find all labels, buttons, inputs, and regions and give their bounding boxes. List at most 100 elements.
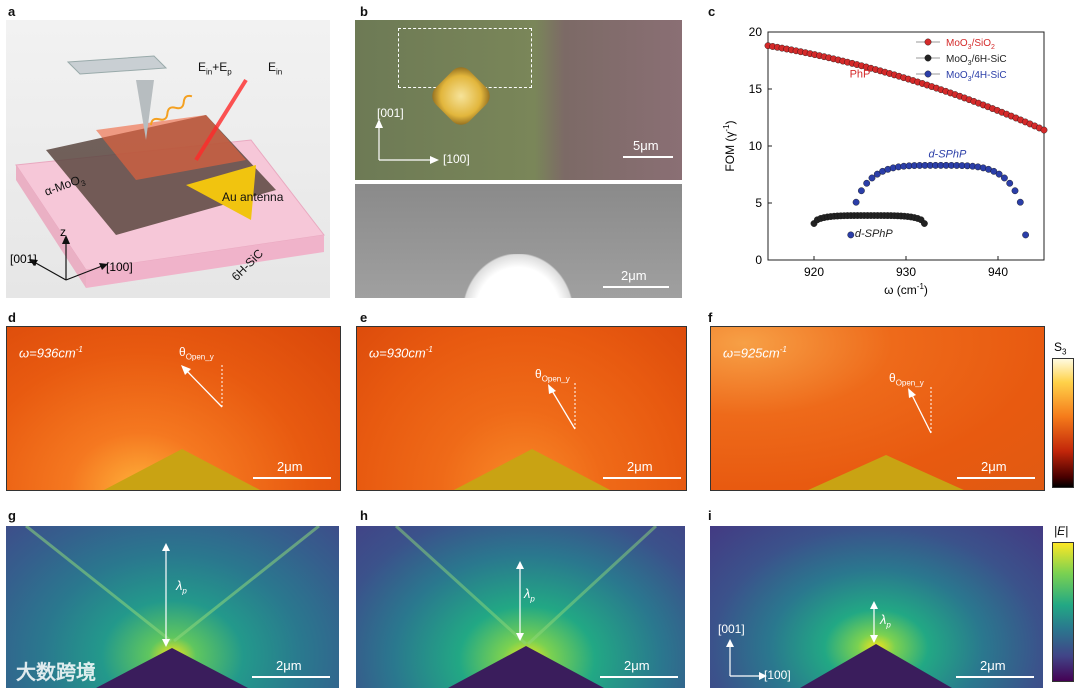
legend-marker-2 [924,54,932,62]
ein-e: E [268,60,277,74]
ein-sub: in [276,67,283,77]
s3-text: S [1054,340,1063,354]
field-lines-g [25,526,320,688]
y-axis-label-close: ) [723,120,737,124]
y-tick-label: 10 [749,139,763,153]
x-axis-label-exp: -1 [917,282,925,291]
label-ein-ep: Ein+Ep [198,60,232,76]
sem-image: 2μm [355,184,682,298]
panel-label-b: b [360,4,368,19]
data-point-3 [868,174,876,182]
optical-image: [001] [100] 5μm [355,20,682,180]
scalebar-i [956,676,1034,678]
legend-marker-1 [924,38,932,46]
field-axis-100: [100] [764,668,791,682]
scalebar-sem [603,286,669,288]
scalebar-g [252,676,330,678]
data-point-3 [1001,174,1008,182]
ein-ep-plus: +E [212,60,228,74]
axis-001: [001] [10,252,37,266]
scalebar-d [253,477,331,479]
scalebar-f-text: 2μm [981,459,1007,474]
annotation-2: d-SPhP [928,148,967,160]
panel-label-i: i [708,508,712,523]
data-point-3 [873,170,881,178]
scalebar-e [603,477,681,479]
schematic-drawing [15,55,325,288]
theta-e: θ [535,367,542,381]
legend-mid: /6H-SiC [972,54,1007,65]
theta-sub-f: Open_y [895,378,924,388]
data-point-3 [1011,187,1019,195]
optical-axis-100: [100] [443,152,470,166]
omega-label-d: ω=936cm-1 [19,345,83,360]
scalebar-sem-text: 2μm [621,268,647,283]
theta-label-e: θOpen_y [535,367,570,383]
lambda-sub-g: p [182,586,187,596]
data-point-3 [863,179,871,187]
data-point-1 [1040,126,1048,134]
field-lines-h [394,526,658,688]
omega-e: ω=930cm [369,345,426,361]
y-tick-label: 15 [749,82,763,96]
e-label: |E| [1054,524,1069,538]
panel-label-d: d [8,310,16,325]
scalebar-d-text: 2μm [277,459,303,474]
data-point-3 [995,170,1003,178]
data-point-3 [1006,179,1014,187]
plot-frame [767,31,1045,261]
x-axis-label-close: ) [924,283,928,297]
y-axis-label: FOM (γ-1) [722,120,737,171]
field-map-i: λp [001] [100] 2μm [710,526,1043,688]
data-point-3 [852,198,860,206]
lambda-label-i: λp [880,612,891,630]
theta-sub-d: Open_y [185,352,214,362]
omega-label-f: ω=925cm-1 [723,345,787,360]
data-point-3 [857,187,865,195]
field-map-h: λp 2μm [356,526,685,688]
lambda-label-g: λp [176,578,187,596]
y-tick-label: 0 [755,253,762,267]
panel-label-e: e [360,310,368,325]
fom-chart: 920 930 940 0 5 10 15 20 ω (cm-1) FOM (γ-1) PhP d-S… [722,25,1048,297]
x-axis-label: ω (cm-1) [884,282,928,297]
legend-marker-3 [924,70,932,78]
antenna-d [102,449,262,490]
lambda-g: λ [176,578,183,593]
label-ein: Ein [268,60,282,76]
y-axis-label-exp: -1 [722,124,731,132]
omega-exp-f: -1 [779,345,787,354]
annotation-1: PhP [850,69,871,81]
s3-label: S3 [1054,340,1066,356]
omega-f: ω=925cm [723,345,780,361]
lambda-sub-h: p [530,594,535,604]
watermark: 大数跨境 [16,662,96,684]
scalebar-5um [623,156,673,158]
y-tick-label: 5 [755,196,762,210]
legend-text-1: MoO3/SiO2 [946,38,995,51]
theta-sub-e: Open_y [541,374,570,384]
legend-mid: /SiO [972,38,992,49]
omega-label-e: ω=930cm-1 [369,345,433,360]
x-tick-label: 920 [804,265,824,279]
scalebar-h [600,676,678,678]
panel-label-c: c [708,4,716,19]
scalebar-e-text: 2μm [627,459,653,474]
schematic-panel: Ein+Ep Ein α-MoO3 Au antenna 6H-SiC z [0… [6,20,330,298]
legend-sub2: 2 [991,44,995,51]
field-map-g: λp 2μm [6,526,339,688]
axes-icon [29,235,108,281]
data-point-3 [1016,198,1024,206]
theta-d: θ [179,345,186,359]
x-tick-label: 940 [988,265,1008,279]
theta-arrow-d [181,363,223,408]
theta-arrow-f [908,387,932,434]
ein-ep-sub1: in [206,67,213,77]
y-tick-label: 20 [749,25,763,39]
data-point-3 [847,231,855,239]
legend-sub1: 3 [968,76,972,83]
optical-axes-icon [375,119,439,164]
theta-arrow-e [548,383,576,430]
label-au-antenna: Au antenna [222,190,284,204]
lambda-label-h: λp [524,586,535,604]
